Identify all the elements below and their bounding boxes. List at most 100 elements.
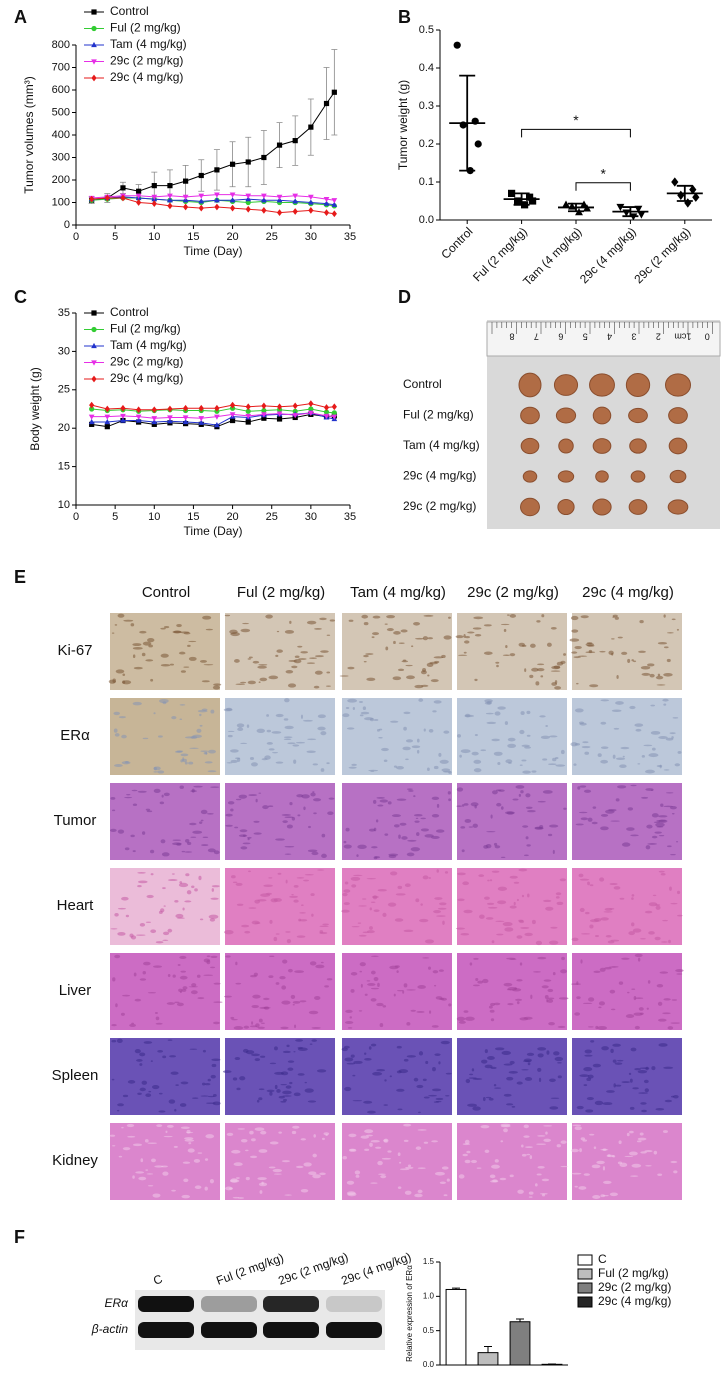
- texture: [181, 1194, 191, 1199]
- texture: [552, 849, 555, 855]
- texture: [507, 743, 517, 748]
- texture: [537, 1053, 544, 1058]
- texture: [507, 737, 516, 742]
- texture: [384, 1079, 387, 1082]
- texture: [418, 1051, 424, 1056]
- point: [580, 200, 588, 208]
- texture: [180, 631, 190, 634]
- y-tick-label: 0: [64, 219, 70, 231]
- texture: [135, 1171, 145, 1174]
- texture: [600, 721, 607, 725]
- x-tick-label: 25: [266, 231, 278, 243]
- texture: [557, 1062, 562, 1064]
- texture: [317, 714, 326, 719]
- texture: [396, 1045, 402, 1049]
- texture: [550, 1097, 560, 1099]
- texture: [182, 1161, 191, 1164]
- point: [323, 197, 330, 203]
- texture: [506, 614, 510, 616]
- texture: [523, 854, 529, 857]
- texture: [596, 1160, 605, 1165]
- y-tick-label: 300: [52, 151, 70, 163]
- bracket: [521, 128, 631, 138]
- texture: [252, 660, 260, 664]
- point: [323, 404, 330, 411]
- texture: [269, 1062, 277, 1065]
- texture: [364, 1129, 374, 1134]
- texture: [571, 629, 579, 633]
- texture: [275, 713, 284, 718]
- x-tick-label: 29c (4 mg/kg): [577, 224, 639, 286]
- texture: [528, 1191, 534, 1195]
- texture: [282, 1090, 292, 1095]
- texture: [306, 662, 316, 664]
- texture: [416, 832, 420, 837]
- texture: [230, 1016, 235, 1020]
- texture: [602, 1194, 609, 1197]
- texture: [287, 1060, 295, 1063]
- texture: [439, 759, 449, 764]
- texture: [274, 1046, 278, 1051]
- texture: [186, 841, 192, 846]
- texture: [651, 835, 658, 839]
- texture: [473, 616, 484, 620]
- texture: [297, 1073, 305, 1076]
- texture: [287, 968, 293, 973]
- texture: [384, 623, 388, 625]
- panel-label: D: [398, 287, 411, 307]
- texture: [657, 1001, 663, 1006]
- texture: [397, 668, 405, 672]
- y-tick-label: 0.1: [419, 176, 434, 188]
- texture: [519, 1017, 529, 1021]
- texture: [115, 1003, 118, 1008]
- texture: [633, 995, 637, 1001]
- texture: [670, 854, 676, 856]
- texture: [571, 1172, 582, 1175]
- texture: [326, 685, 331, 687]
- legend-label: Ful (2 mg/kg): [598, 1266, 669, 1280]
- texture: [342, 713, 350, 718]
- texture: [190, 836, 197, 838]
- texture: [556, 901, 564, 906]
- texture: [486, 721, 497, 725]
- texture: [504, 927, 514, 932]
- texture: [390, 720, 399, 723]
- texture: [234, 826, 239, 829]
- texture: [491, 1164, 500, 1169]
- texture: [366, 878, 377, 880]
- texture: [579, 878, 590, 881]
- legend-marker: [91, 41, 97, 48]
- texture: [345, 827, 350, 832]
- texture: [549, 940, 559, 945]
- texture: [555, 892, 562, 896]
- texture: [117, 829, 125, 834]
- texture: [275, 654, 279, 657]
- texture: [180, 753, 189, 757]
- texture: [571, 651, 578, 654]
- texture: [402, 659, 407, 662]
- texture: [627, 658, 631, 663]
- texture: [312, 1174, 321, 1179]
- texture: [141, 831, 146, 835]
- point: [214, 197, 220, 203]
- texture: [402, 990, 405, 994]
- texture: [211, 888, 215, 892]
- texture: [299, 912, 306, 914]
- texture: [365, 653, 374, 655]
- texture: [359, 970, 363, 973]
- texture: [435, 1097, 444, 1101]
- row-label: Kidney: [52, 1152, 98, 1169]
- texture: [405, 664, 413, 667]
- texture: [315, 964, 325, 969]
- texture: [579, 907, 585, 913]
- point: [331, 410, 337, 416]
- texture: [481, 1059, 488, 1064]
- y-tick-label: 200: [52, 174, 70, 186]
- series-line: [91, 91, 335, 201]
- point: [307, 410, 314, 416]
- texture: [656, 684, 666, 686]
- texture: [375, 1146, 382, 1149]
- texture: [505, 759, 513, 764]
- point: [151, 183, 157, 189]
- texture: [671, 999, 678, 1001]
